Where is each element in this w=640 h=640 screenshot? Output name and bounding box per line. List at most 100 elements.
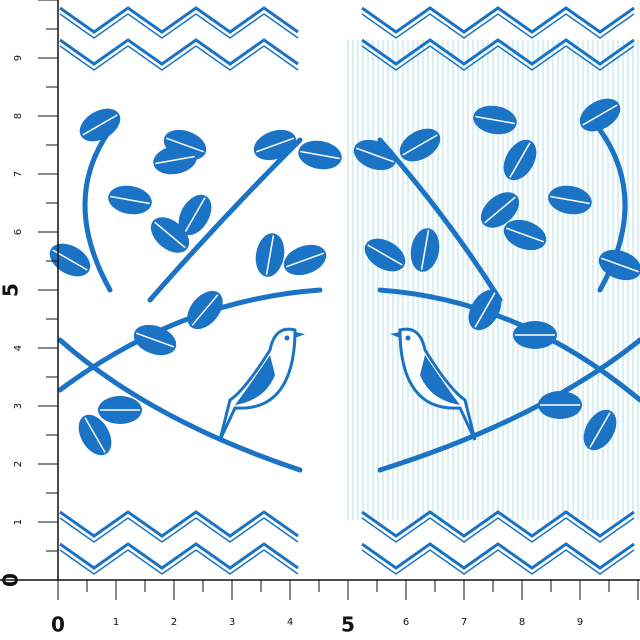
leaf [79, 108, 121, 142]
bird-eye [405, 335, 411, 341]
bird [390, 327, 477, 441]
bird-eye [284, 335, 290, 341]
leaf-vein [367, 244, 403, 266]
ruler-x-label: 5 [341, 613, 355, 637]
zigzag [59, 542, 299, 570]
ruler-y-label: 0 [0, 573, 23, 587]
leaf-vein [300, 150, 340, 160]
leaf [548, 185, 592, 215]
zigzag [59, 45, 299, 71]
leaf [178, 194, 212, 236]
pattern [49, 6, 640, 575]
leaf [283, 244, 327, 276]
zigzag [59, 6, 299, 34]
bird-beak [390, 332, 400, 338]
leaf [513, 321, 557, 349]
leaf-vein [355, 147, 395, 163]
ruler-y-label: 7 [13, 171, 24, 177]
zigzag [59, 13, 299, 39]
leaf-vein [82, 114, 118, 136]
zigzag [361, 45, 635, 71]
ruler-y-label: 3 [13, 403, 24, 409]
leaf-vein [110, 195, 150, 205]
ruler-y-label: 5 [0, 283, 23, 297]
ruler-y-label: 9 [13, 55, 24, 61]
leaf [364, 238, 406, 272]
leaf [298, 140, 342, 170]
ruler-x-label: 3 [229, 617, 235, 628]
ruler-x-label: 9 [577, 617, 583, 628]
zigzag [59, 517, 299, 543]
bird-wing [235, 355, 275, 405]
ruler-x-label: 7 [461, 617, 467, 628]
bird [218, 327, 305, 441]
leaf [150, 217, 190, 253]
leaf-vein [509, 142, 531, 178]
leaf [503, 139, 537, 181]
bird-wing [420, 355, 460, 405]
leaf-vein [402, 134, 438, 156]
zigzag [59, 510, 299, 538]
branch [57, 287, 323, 393]
ruler-y-label: 2 [13, 461, 24, 467]
leaf [583, 409, 617, 451]
zigzag [361, 542, 635, 570]
zigzag [59, 549, 299, 575]
zigzag [361, 13, 635, 39]
zigzag [59, 38, 299, 66]
leaf-vein [155, 155, 195, 165]
leaf-vein [135, 332, 175, 348]
ruler-x-label: 4 [287, 617, 293, 628]
leaf-vein [154, 221, 186, 249]
leaf [98, 396, 142, 424]
leaf-vein [475, 115, 515, 125]
branch [57, 337, 303, 473]
ruler-y-label: 8 [13, 113, 24, 119]
zigzag [361, 6, 635, 34]
leaf [579, 98, 621, 132]
branch [377, 137, 503, 303]
ruler-x-label: 8 [519, 617, 525, 628]
leaf [187, 290, 223, 330]
leaf [108, 185, 152, 215]
leaf [353, 139, 397, 171]
zigzag [361, 38, 635, 66]
ruler-x-label: 0 [51, 613, 65, 637]
leaf [538, 391, 582, 419]
leaf [503, 219, 547, 251]
leaf [480, 192, 520, 228]
leaf-vein [474, 292, 496, 328]
leaf-vein [550, 195, 590, 205]
leaf [253, 129, 297, 161]
branch [377, 337, 640, 473]
leaf-vein [191, 294, 219, 326]
leaf-vein [285, 252, 325, 268]
ruler-x-label: 2 [171, 617, 177, 628]
leaf [410, 228, 440, 272]
leaf-vein [255, 137, 295, 153]
branch [147, 137, 303, 303]
ruler-y-label: 6 [13, 229, 24, 235]
leaf-vein [184, 197, 206, 233]
leaf-vein [600, 257, 640, 273]
leaf [133, 324, 177, 356]
leaf-vein [420, 230, 430, 270]
ruler-x-label: 1 [113, 617, 119, 628]
leaf [468, 289, 502, 331]
ruler-y-label: 1 [13, 519, 24, 525]
leaf [153, 145, 197, 175]
leaf-vein [484, 196, 516, 224]
leaf [255, 233, 285, 277]
leaf [598, 249, 640, 281]
ruler-x-label: 6 [403, 617, 409, 628]
zigzag [361, 517, 635, 543]
leaf-vein [265, 235, 275, 275]
leaf-vein [84, 417, 106, 453]
leaf-vein [582, 104, 618, 126]
branch [377, 287, 640, 403]
leaf [399, 128, 441, 162]
